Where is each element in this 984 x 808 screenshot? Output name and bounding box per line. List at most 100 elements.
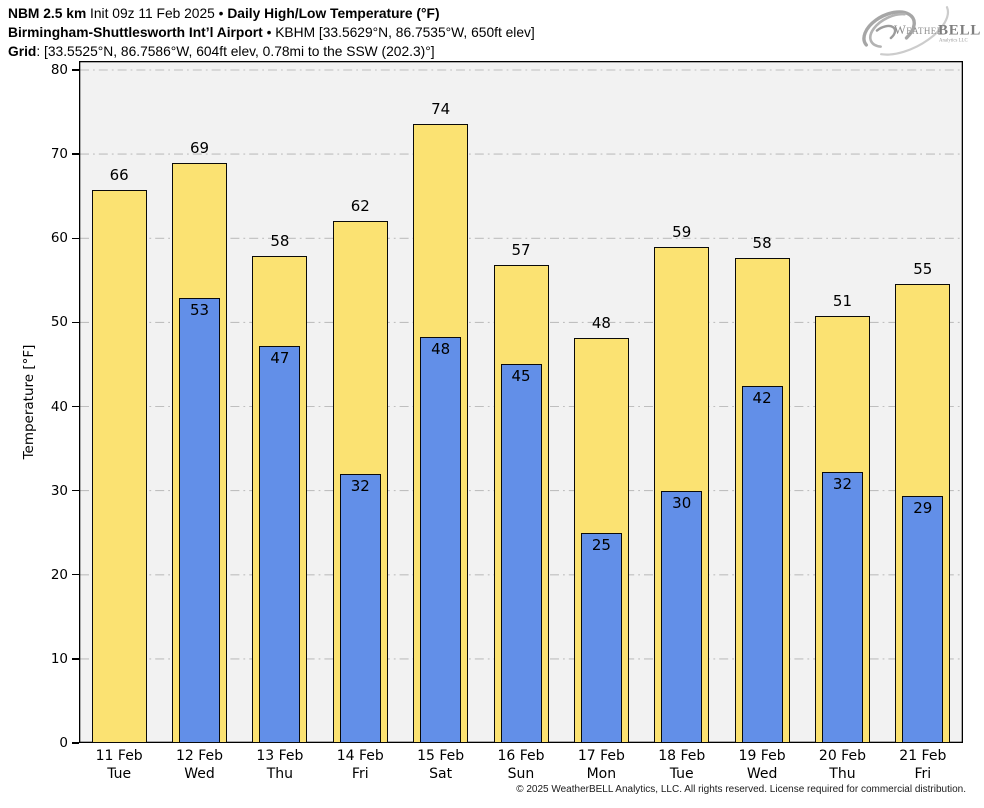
- x-tick-label: 20 Feb Thu: [800, 747, 884, 783]
- x-tick-weekday: Fri: [351, 766, 369, 782]
- high-value-label: 69: [189, 139, 210, 158]
- station-coords: • KBHM [33.5629°N, 86.7535°W, 650ft elev…: [262, 24, 535, 40]
- x-tick-date: 16 Feb: [497, 748, 545, 764]
- logo-word-bell: BELL: [938, 23, 980, 39]
- y-tick-mark: [71, 658, 79, 660]
- x-tick-weekday: Fri: [914, 766, 932, 782]
- y-tick-label: 40: [50, 398, 68, 415]
- x-tick-date: 13 Feb: [256, 748, 304, 764]
- x-tick-weekday: Sun: [507, 766, 535, 782]
- high-value-label: 59: [672, 222, 692, 241]
- low-value-label: 29: [913, 498, 933, 517]
- x-tick-weekday: Sat: [429, 766, 453, 782]
- low-bar: [339, 473, 381, 743]
- x-tick-date: 18 Feb: [658, 748, 706, 764]
- weatherbell-logo: Weather BELL Analytics LLC: [856, 3, 980, 57]
- x-tick-weekday: Wed: [184, 766, 215, 782]
- low-bar: [741, 386, 783, 743]
- low-value-label: 30: [672, 493, 692, 512]
- y-tick-label: 60: [50, 230, 68, 247]
- x-tick-weekday: Thu: [829, 766, 856, 782]
- y-tick-label: 20: [50, 566, 68, 583]
- x-tick-date: 11 Feb: [95, 748, 143, 764]
- low-bar: [500, 363, 542, 743]
- x-tick-weekday: Thu: [266, 766, 294, 782]
- low-value-label: 25: [591, 535, 611, 554]
- y-tick-label: 50: [50, 314, 68, 331]
- y-tick-label: 70: [50, 146, 68, 163]
- x-tick-date: 17 Feb: [577, 748, 625, 764]
- low-bar: [259, 345, 301, 743]
- copyright-text: © 2025 WeatherBELL Analytics, LLC. All r…: [516, 784, 966, 795]
- low-value-label: 32: [350, 476, 370, 495]
- low-value-label: 42: [752, 389, 772, 408]
- y-tick-mark: [71, 574, 79, 576]
- low-bar: [821, 472, 863, 743]
- x-tick-label: 11 Feb Tue: [77, 747, 161, 783]
- y-tick-label: 30: [50, 482, 68, 499]
- x-tick-label: 13 Feb Thu: [238, 747, 322, 783]
- y-tick-label: 80: [50, 62, 68, 78]
- x-tick-date: 14 Feb: [336, 748, 384, 764]
- chart-header: NBM 2.5 km Init 09z 11 Feb 2025 • Daily …: [8, 5, 535, 61]
- y-tick-label: 10: [50, 650, 68, 667]
- low-bar: [580, 532, 622, 743]
- x-tick-date: 12 Feb: [176, 748, 224, 764]
- logo-subtext: Analytics LLC: [939, 39, 968, 44]
- x-tick-date: 21 Feb: [899, 748, 947, 764]
- y-tick-mark: [71, 489, 79, 492]
- y-tick-label: 0: [59, 735, 68, 751]
- y-tick-mark: [71, 405, 79, 408]
- low-bar: [420, 336, 462, 743]
- high-value-label: 58: [752, 234, 772, 253]
- weatherbell-swirl-icon: Weather BELL Analytics LLC: [862, 6, 980, 56]
- high-value-label: 58: [270, 231, 290, 250]
- title-line-2: Birmingham-Shuttlesworth Int’l Airport •…: [8, 24, 535, 43]
- station-name: Birmingham-Shuttlesworth Int’l Airport: [8, 24, 263, 40]
- x-tick-label: 17 Feb Mon: [559, 747, 643, 783]
- x-tick-weekday: Mon: [586, 766, 617, 782]
- x-tick-weekday: Wed: [746, 766, 778, 782]
- high-value-label: 66: [109, 166, 129, 185]
- x-tick-label: 15 Feb Sat: [399, 747, 483, 783]
- x-tick-label: 19 Feb Wed: [720, 747, 804, 783]
- high-value-label: 74: [431, 99, 451, 118]
- title-line-3: Grid: [33.5525°N, 86.7586°W, 604ft elev,…: [8, 43, 535, 62]
- high-value-label: 62: [350, 196, 370, 215]
- title-line-1: NBM 2.5 km Init 09z 11 Feb 2025 • Daily …: [8, 5, 535, 24]
- grid-coords: : [33.5525°N, 86.7586°W, 604ft elev, 0.7…: [36, 43, 435, 59]
- y-tick-mark: [71, 237, 79, 239]
- y-tick-mark: [71, 742, 79, 744]
- low-bar: [661, 490, 703, 743]
- high-value-label: 48: [591, 313, 611, 332]
- y-tick-mark: [71, 153, 79, 155]
- y-tick-mark: [71, 321, 79, 324]
- x-tick-date: 20 Feb: [818, 748, 866, 764]
- low-bar: [179, 297, 221, 743]
- low-value-label: 48: [431, 339, 451, 358]
- x-tick-label: 21 Feb Fri: [881, 747, 965, 783]
- high-bar: [91, 190, 147, 743]
- high-value-label: 57: [511, 241, 531, 260]
- low-value-label: 53: [189, 300, 210, 319]
- logo-word-weather: Weather: [894, 23, 943, 37]
- x-tick-date: 19 Feb: [738, 748, 786, 764]
- x-tick-label: 16 Feb Sun: [479, 747, 563, 783]
- low-bar: [902, 495, 944, 743]
- high-value-label: 51: [832, 291, 852, 310]
- x-tick-label: 18 Feb Tue: [640, 747, 724, 783]
- x-tick-weekday: Tue: [669, 766, 694, 782]
- low-value-label: 32: [832, 475, 852, 494]
- x-tick-label: 12 Feb Wed: [158, 747, 242, 783]
- chart-title: Daily High/Low Temperature (°F): [227, 6, 440, 21]
- low-value-label: 47: [270, 348, 290, 367]
- y-tick-mark: [71, 69, 79, 71]
- low-value-label: 45: [511, 366, 531, 385]
- model-name: NBM 2.5 km: [8, 6, 87, 21]
- init-time: Init 09z 11 Feb 2025 •: [86, 6, 228, 21]
- x-tick-label: 14 Feb Fri: [318, 747, 402, 783]
- grid-label: Grid: [8, 43, 37, 59]
- x-tick-weekday: Tue: [107, 766, 132, 782]
- x-tick-date: 15 Feb: [417, 748, 465, 764]
